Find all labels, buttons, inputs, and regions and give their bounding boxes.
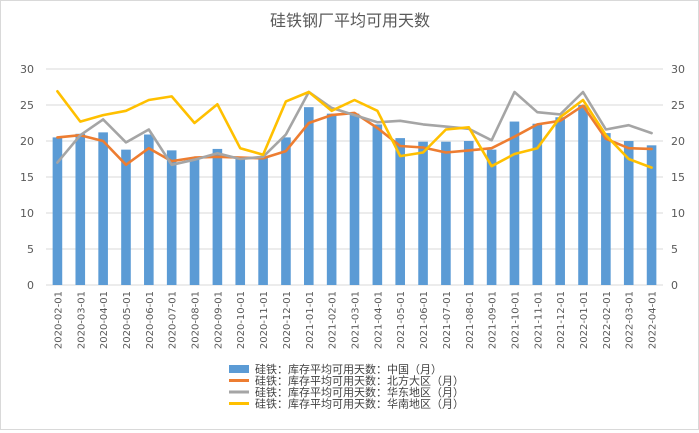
y-tick-label-left: 30: [20, 63, 34, 76]
bar-0-2: [98, 132, 108, 285]
bar-0-14: [372, 124, 383, 285]
x-tick-label: 2021-03-01: [351, 291, 362, 349]
bar-0-16: [418, 141, 428, 285]
y-tick-label-left: 20: [20, 135, 34, 148]
bar-0-7: [212, 148, 223, 285]
y-tick-label-right: 20: [671, 135, 685, 148]
legend-swatch-0: [229, 365, 249, 373]
x-tick-label: 2021-12-01: [556, 291, 567, 349]
x-tick-label: 2021-08-01: [465, 291, 476, 349]
bar-0-10: [281, 137, 291, 285]
x-tick-label: 2020-03-01: [76, 291, 87, 349]
bar-0-25: [623, 141, 634, 285]
bar-0-15: [395, 138, 406, 285]
x-tick-label: 2021-10-01: [510, 291, 521, 349]
series-line-3: [56, 90, 653, 169]
legend-label-3: 硅铁：库存平均可用天数：华南地区（月）: [255, 397, 464, 411]
x-tick-label: 2020-02-01: [53, 291, 64, 349]
bar-0-24: [601, 133, 611, 285]
bar-0-22: [555, 117, 565, 286]
bar-0-9: [258, 156, 268, 285]
x-tick-label: 2020-05-01: [122, 291, 133, 349]
bar-0-1: [75, 133, 86, 285]
x-tick-label: 2020-11-01: [259, 291, 270, 349]
bar-0-6: [189, 157, 200, 285]
chart-title: 硅铁钢厂平均可用天数: [270, 11, 430, 30]
bar-0-19: [486, 149, 497, 285]
bar-0-21: [532, 123, 543, 285]
y-tick-label-left: 0: [27, 279, 34, 292]
x-tick-label: 2021-06-01: [419, 291, 430, 349]
x-tick-label: 2022-01-01: [579, 291, 590, 349]
x-tick-label: 2020-10-01: [236, 291, 247, 349]
legend-label-2: 硅铁：库存平均可用天数：华东地区（月）: [255, 385, 464, 399]
bar-0-18: [463, 141, 474, 285]
y-tick-label-right: 5: [671, 243, 678, 256]
bar-0-5: [166, 150, 177, 285]
bar-0-3: [121, 149, 131, 285]
bar-0-0: [52, 137, 63, 285]
y-tick-label-right: 10: [671, 207, 685, 220]
y-tick-label-right: 15: [671, 171, 685, 184]
bar-0-23: [578, 105, 588, 285]
legend-label-1: 硅铁：库存平均可用天数：北方大区（月）: [255, 374, 464, 388]
legend-label-0: 硅铁：库存平均可用天数：中国（月）: [255, 362, 442, 376]
x-tick-label: 2022-02-01: [602, 291, 613, 349]
bar-0-17: [441, 141, 451, 285]
y-tick-label-left: 25: [20, 99, 34, 112]
y-tick-label-left: 15: [20, 171, 34, 184]
x-tick-label: 2020-07-01: [168, 291, 179, 349]
y-tick-label-right: 30: [671, 63, 685, 76]
x-tick-label: 2020-12-01: [282, 291, 293, 349]
x-tick-label: 2020-08-01: [191, 291, 202, 349]
y-tick-label-left: 5: [27, 243, 34, 256]
x-tick-label: 2021-07-01: [442, 291, 453, 349]
x-tick-label: 2021-02-01: [328, 291, 339, 349]
y-tick-label-left: 10: [20, 207, 34, 220]
x-tick-label: 2021-04-01: [373, 291, 384, 349]
x-tick-label: 2021-05-01: [396, 291, 407, 349]
y-tick-label-right: 0: [671, 279, 678, 292]
x-tick-label: 2021-09-01: [488, 291, 499, 349]
x-tick-label: 2020-09-01: [213, 291, 224, 349]
bar-0-4: [144, 134, 154, 285]
bar-0-8: [235, 156, 246, 285]
x-tick-label: 2022-04-01: [648, 291, 659, 349]
bar-0-20: [509, 121, 520, 285]
x-tick-label: 2020-06-01: [145, 291, 156, 349]
x-tick-label: 2021-01-01: [305, 291, 316, 349]
series-line-2: [56, 90, 653, 167]
bar-0-13: [349, 113, 360, 285]
series-line-1: [56, 104, 653, 167]
bar-0-12: [326, 113, 337, 285]
y-tick-label-right: 25: [671, 99, 685, 112]
x-tick-label: 2020-04-01: [99, 291, 110, 349]
bar-0-11: [303, 107, 314, 285]
bar-0-26: [646, 145, 657, 285]
x-tick-label: 2021-11-01: [533, 291, 544, 349]
x-tick-label: 2022-03-01: [625, 291, 636, 349]
